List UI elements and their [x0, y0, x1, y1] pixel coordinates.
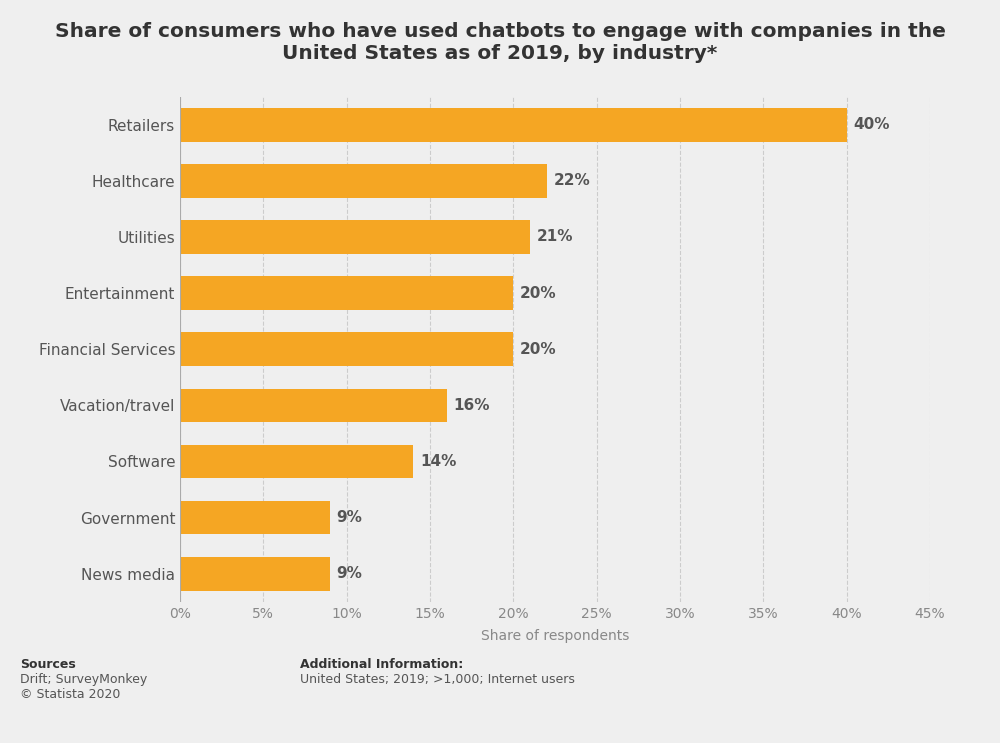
Text: 20%: 20% — [520, 285, 557, 301]
Bar — [180, 108, 847, 141]
Bar — [180, 501, 330, 534]
Bar — [180, 557, 330, 591]
Bar — [180, 164, 547, 198]
Text: 40%: 40% — [853, 117, 890, 132]
Text: Drift; SurveyMonkey
© Statista 2020: Drift; SurveyMonkey © Statista 2020 — [20, 658, 147, 701]
Text: Sources: Sources — [20, 658, 76, 670]
Text: 9%: 9% — [337, 566, 363, 581]
Text: Additional Information:: Additional Information: — [300, 658, 463, 670]
Text: 20%: 20% — [520, 342, 557, 357]
Text: 16%: 16% — [453, 398, 490, 413]
Bar — [180, 220, 530, 254]
X-axis label: Share of respondents: Share of respondents — [481, 629, 629, 643]
Text: 14%: 14% — [420, 454, 456, 469]
Bar — [180, 276, 513, 310]
Text: 22%: 22% — [553, 173, 590, 188]
Bar — [180, 389, 447, 422]
Text: United States; 2019; >1,000; Internet users: United States; 2019; >1,000; Internet us… — [300, 658, 575, 686]
Text: 9%: 9% — [337, 510, 363, 525]
Text: 21%: 21% — [537, 230, 573, 244]
Bar — [180, 444, 413, 478]
Bar — [180, 332, 513, 366]
Text: Share of consumers who have used chatbots to engage with companies in the
United: Share of consumers who have used chatbot… — [55, 22, 945, 63]
